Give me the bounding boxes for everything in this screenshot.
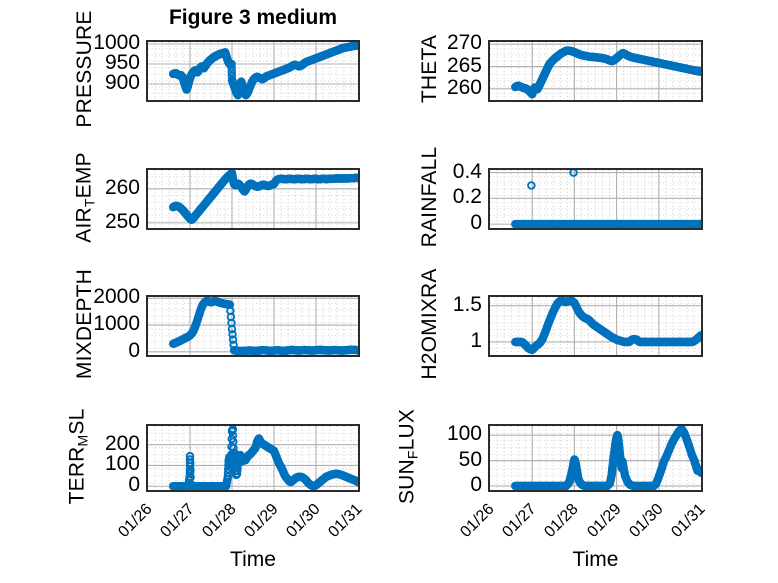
ytick-h2omixra-1: 1.5	[452, 292, 482, 316]
data-series-rainfall	[511, 170, 701, 228]
plot-area-h2omixra[interactable]	[488, 295, 703, 357]
yaxis-label-h2omixra: H2OMIXRA	[418, 268, 441, 380]
yaxis-label-subscript: T	[81, 198, 98, 208]
ytick-theta-1: 265	[446, 53, 482, 77]
yaxis-label-subscript: F	[404, 450, 421, 460]
ytick-theta-0: 260	[446, 75, 482, 99]
data-series-pressure	[168, 42, 358, 100]
plot-area-theta[interactable]	[488, 40, 703, 102]
xaxis-label-left: Time	[230, 548, 276, 571]
data-series-mixdepth	[168, 297, 358, 355]
ytick-theta-2: 270	[446, 31, 482, 55]
ytick-mixdepth-0: 0	[128, 338, 140, 362]
plot-canvas-mixdepth	[148, 297, 358, 355]
plot-canvas-pressure	[148, 42, 358, 100]
ytick-air_temp-1: 260	[104, 175, 140, 199]
plot-area-terr_msl[interactable]	[146, 424, 360, 492]
yaxis-label-text: AIR	[72, 207, 96, 243]
yaxis-label-text: TERR	[65, 446, 89, 505]
plot-canvas-terr_msl	[148, 426, 358, 490]
plot-canvas-air_temp	[148, 170, 358, 228]
ytick-pressure-2: 1000	[93, 31, 140, 54]
yaxis-label-tail: LUX	[395, 408, 419, 451]
data-series-h2omixra	[511, 297, 701, 355]
ytick-mixdepth-1: 1000	[93, 312, 140, 336]
ytick-terr_msl-2: 200	[104, 431, 140, 455]
minor-grid-rainfall	[490, 170, 701, 228]
data-series-sun_flux	[511, 426, 701, 490]
ytick-h2omixra-0: 1	[470, 328, 482, 352]
ytick-sun_flux-0: 0	[470, 472, 482, 496]
ytick-air_temp-0: 250	[104, 209, 140, 233]
yaxis-label-text: SUN	[395, 459, 419, 505]
yaxis-label-terr_msl: TERRMSL	[66, 371, 91, 541]
plot-area-rainfall[interactable]	[488, 168, 703, 230]
plot-canvas-h2omixra	[490, 297, 701, 355]
plot-area-pressure[interactable]	[146, 40, 360, 102]
ytick-sun_flux-1: 50	[458, 447, 482, 471]
ytick-rainfall-1: 0.2	[452, 185, 482, 209]
plot-canvas-sun_flux	[490, 426, 701, 490]
ytick-mixdepth-2: 2000	[93, 285, 140, 309]
yaxis-label-sun_flux: SUNFLUX	[396, 371, 421, 541]
yaxis-label-subscript: M	[74, 434, 91, 447]
page-title: Figure 3 medium	[168, 6, 338, 29]
ytick-terr_msl-0: 0	[128, 473, 140, 497]
ytick-pressure-1: 950	[104, 51, 140, 74]
plot-area-sun_flux[interactable]	[488, 424, 703, 492]
yaxis-label-tail: SL	[65, 408, 89, 435]
ytick-terr_msl-1: 100	[104, 452, 140, 476]
plot-area-air_temp[interactable]	[146, 168, 360, 230]
ytick-pressure-0: 900	[104, 71, 140, 94]
ytick-sun_flux-2: 100	[446, 422, 482, 446]
data-series-terr_msl	[168, 426, 358, 490]
plot-canvas-rainfall	[490, 170, 701, 228]
major-grid-mixdepth	[148, 297, 358, 355]
xaxis-label-right: Time	[572, 548, 619, 571]
plot-canvas-theta	[490, 42, 701, 100]
plot-area-mixdepth[interactable]	[146, 295, 360, 357]
ytick-rainfall-2: 0.4	[452, 159, 482, 183]
ytick-rainfall-0: 0	[470, 211, 482, 235]
data-series-theta	[511, 46, 701, 99]
data-series-air_temp	[168, 170, 358, 225]
yaxis-label-tail: EMP	[72, 152, 96, 199]
